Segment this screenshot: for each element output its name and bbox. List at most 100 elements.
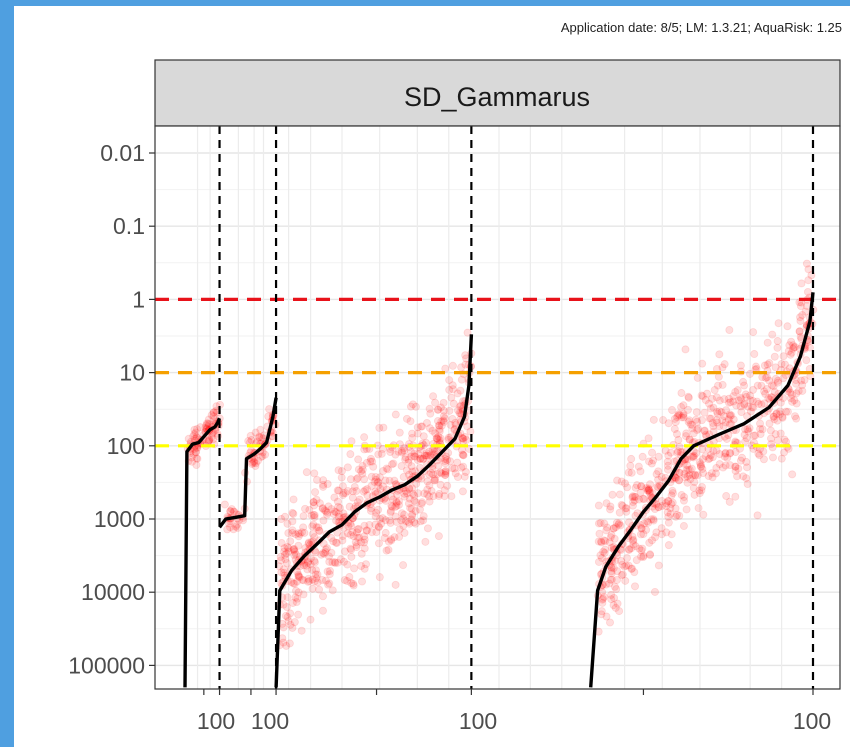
data-point <box>322 507 331 516</box>
data-point <box>283 542 292 551</box>
window-frame-top <box>0 0 850 6</box>
data-point <box>705 454 714 463</box>
data-point <box>390 533 399 542</box>
data-point <box>436 468 445 477</box>
data-point <box>721 418 730 427</box>
data-point <box>657 530 666 539</box>
data-point <box>334 502 343 511</box>
data-point <box>788 470 797 479</box>
data-point <box>418 422 427 431</box>
data-point <box>746 396 755 405</box>
data-point <box>434 491 443 500</box>
data-point <box>617 571 626 580</box>
data-point <box>654 502 663 511</box>
data-point <box>612 585 621 594</box>
data-point <box>682 505 691 514</box>
data-point <box>600 548 609 557</box>
x-axis: 100 100 100 100 <box>197 689 831 734</box>
data-point <box>458 433 467 442</box>
data-point <box>683 461 692 470</box>
data-point <box>190 430 199 439</box>
data-point <box>696 460 705 469</box>
data-point <box>667 530 676 539</box>
data-point <box>618 560 627 569</box>
data-point <box>459 451 468 460</box>
data-point <box>637 552 646 561</box>
data-point <box>784 347 793 356</box>
data-point <box>343 560 352 569</box>
data-point <box>698 482 707 491</box>
data-point <box>433 416 442 425</box>
data-point <box>314 526 323 535</box>
data-point <box>459 434 468 443</box>
data-point <box>743 480 752 489</box>
data-point <box>654 561 663 570</box>
data-point <box>677 389 686 398</box>
data-point <box>374 539 383 548</box>
data-point <box>401 517 410 526</box>
data-point <box>712 446 721 455</box>
data-point <box>648 448 657 457</box>
data-point <box>458 434 467 443</box>
data-point <box>297 528 306 537</box>
data-point <box>360 544 369 553</box>
data-point <box>450 464 459 473</box>
data-point <box>787 348 796 357</box>
data-point <box>374 481 383 490</box>
median-curve <box>274 334 474 688</box>
data-point <box>770 415 779 424</box>
data-point <box>310 558 319 567</box>
data-point <box>415 505 424 514</box>
data-point <box>346 544 355 553</box>
data-point <box>734 396 743 405</box>
data-point <box>622 504 631 513</box>
data-point <box>328 586 337 595</box>
data-point <box>365 520 374 529</box>
data-point <box>310 533 319 542</box>
data-point <box>338 531 347 540</box>
data-point <box>725 449 734 458</box>
data-point <box>362 560 371 569</box>
data-point <box>318 575 327 584</box>
data-point <box>661 499 670 508</box>
data-point <box>722 491 731 500</box>
data-point <box>372 508 381 517</box>
data-point <box>424 452 433 461</box>
data-point <box>714 372 723 381</box>
data-point <box>382 464 391 473</box>
median-curve <box>218 397 278 529</box>
data-point <box>303 565 312 574</box>
data-point <box>435 425 444 434</box>
data-point <box>657 524 666 533</box>
data-point <box>700 408 709 417</box>
data-point <box>207 433 216 442</box>
data-point <box>456 402 465 411</box>
data-point <box>308 584 317 593</box>
data-point <box>440 492 449 501</box>
data-point <box>699 455 708 464</box>
data-point <box>651 533 660 542</box>
data-point <box>434 532 443 541</box>
data-point <box>331 538 340 547</box>
data-point <box>462 436 471 445</box>
data-point <box>721 449 730 458</box>
data-point <box>805 343 814 352</box>
data-point <box>454 406 463 415</box>
data-point <box>310 469 319 478</box>
data-point <box>293 577 302 586</box>
data-point <box>791 376 800 385</box>
data-point <box>379 467 388 476</box>
data-point <box>395 428 404 437</box>
data-point <box>292 598 301 607</box>
data-point <box>724 415 733 424</box>
data-point <box>371 520 380 529</box>
data-point <box>675 468 684 477</box>
data-point <box>720 395 729 404</box>
plot-panel <box>155 126 840 689</box>
data-point <box>636 530 645 539</box>
data-point <box>671 504 680 513</box>
data-point <box>309 498 318 507</box>
data-point <box>404 518 413 527</box>
data-point <box>251 461 260 470</box>
data-point <box>739 377 748 386</box>
